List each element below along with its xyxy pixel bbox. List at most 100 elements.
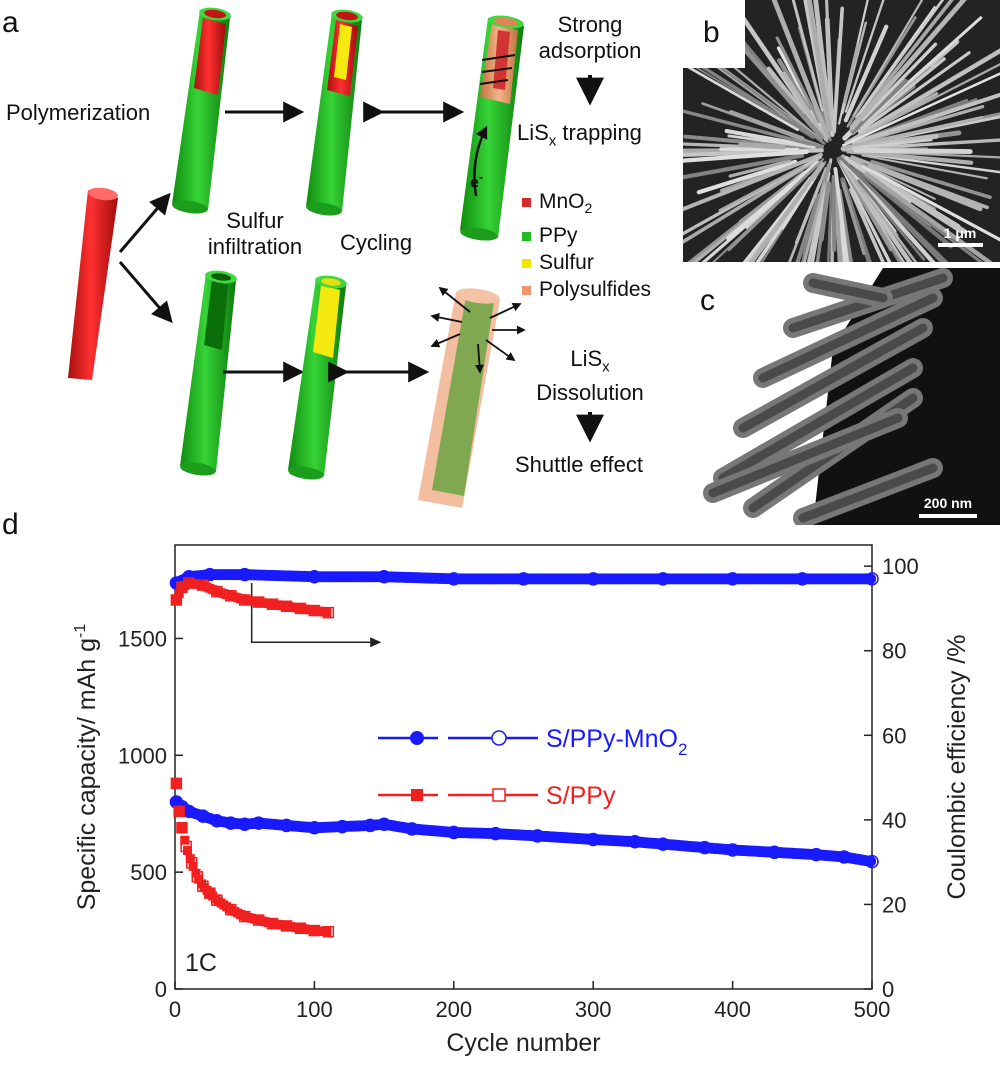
data-point-open [335, 819, 350, 834]
tem-rod-core [758, 293, 938, 383]
panel-label-c: c [700, 284, 715, 317]
data-point-open [266, 917, 279, 930]
data-point-open [173, 805, 185, 818]
tem-rod-core [708, 413, 903, 498]
data-point-open [280, 600, 293, 613]
data-point-open [865, 572, 879, 586]
y-axis-title: Specific capacity/ mAh g-1 [72, 624, 101, 911]
x-tick-label: 200 [435, 997, 472, 1022]
data-point [185, 854, 195, 864]
y2-tick-label: 80 [882, 639, 906, 664]
tem-rod-core [738, 323, 928, 433]
data-point-open [447, 572, 461, 586]
data-point-open [377, 569, 391, 584]
data-point-open [280, 920, 293, 932]
sem-rod [852, 0, 924, 117]
tube-top-1 [172, 7, 231, 214]
tube-top-3 [460, 15, 524, 241]
sem-rod [738, 142, 786, 150]
sem-rod [840, 161, 906, 262]
data-point-open [170, 594, 183, 606]
sem-rod [683, 152, 823, 212]
data-point-open [656, 837, 670, 851]
legend-label: S/PPy [546, 782, 616, 810]
data-point-open [251, 816, 266, 830]
sem-rod [781, 180, 814, 230]
panel-label-b: b [703, 16, 720, 49]
label-strong-adsorption: Strong adsorption [530, 12, 650, 64]
sem-rod [850, 155, 989, 210]
sem-rod [853, 166, 953, 249]
sem-rod [861, 154, 988, 180]
branch-arrow-up [118, 192, 171, 253]
panel-label-a: a [2, 6, 19, 39]
data-point-open [203, 567, 217, 582]
sem-rod [848, 181, 892, 262]
y2-tick-label: 0 [882, 977, 894, 1002]
x-tick-label: 0 [169, 997, 181, 1022]
y-tick-label: 1500 [118, 626, 167, 651]
x-tick-label: 500 [854, 997, 891, 1022]
legend-item: Polysulfides [522, 276, 651, 303]
mno2-rod [68, 187, 118, 380]
data-point-open [176, 822, 188, 834]
sem-image: 1 μm [683, 0, 1000, 262]
data-point-open [183, 577, 195, 589]
data-point-open [488, 826, 503, 841]
sem-rod [683, 62, 799, 132]
data-point-open [252, 596, 265, 608]
data-point-open [363, 818, 377, 833]
data-point-open [767, 845, 782, 860]
sem-rod [848, 157, 936, 200]
tube-bottom-2 [288, 275, 347, 480]
data-point-open [196, 809, 210, 823]
legend-label: Polysulfides [539, 278, 652, 302]
lisx-text-2: LiS [570, 346, 603, 371]
legend-swatch [522, 286, 531, 296]
sem-rod [845, 149, 974, 165]
sem-rod [852, 138, 933, 150]
legend-label: S/PPy-MnO2 [546, 725, 687, 759]
data-point-open [225, 589, 237, 602]
sem-rod [728, 110, 805, 141]
sem-rod [748, 162, 825, 262]
sem-rod [683, 159, 816, 244]
data-point-open [211, 894, 223, 906]
sem-rod [683, 149, 809, 163]
sem-rod [724, 129, 809, 148]
sem-rod [766, 66, 806, 115]
y-tick-label: 1000 [118, 743, 167, 768]
label-sulfur-infiltration: Sulfur infiltration [200, 208, 310, 260]
sem-rod [861, 164, 1000, 242]
schematic-legend: MnO2 PPy Sulfur Polysulfides [522, 188, 651, 303]
y2-tick-label: 100 [882, 554, 919, 579]
trapping-text: trapping [556, 120, 642, 145]
lisx-text: LiS [517, 120, 549, 145]
sem-rod [727, 134, 816, 149]
data-point-open [237, 567, 252, 582]
electron-charge: - [478, 169, 484, 184]
y2-tick-label: 20 [882, 892, 906, 917]
sem-rod [802, 182, 826, 262]
data-point-open [447, 825, 461, 840]
sem-rod [832, 6, 845, 134]
tem-rod-core [718, 363, 918, 483]
ce-axis-indicator-head [370, 637, 382, 648]
data-point-open [238, 910, 251, 923]
sem-rod [848, 187, 885, 262]
chart-legend-item: S/PPy [378, 782, 616, 810]
sem-rod [859, 57, 946, 129]
label-dissolution: Dissolution [536, 380, 644, 406]
legend-swatch [522, 259, 531, 269]
sem-rod [719, 147, 800, 152]
sem-rod [841, 181, 866, 256]
lisx-sub-2: x [602, 358, 610, 376]
label-cycling: Cycling [340, 230, 413, 255]
label-lisx-dissolution: LiSx Dissolution [530, 346, 650, 406]
panel-label-d: d [2, 508, 19, 541]
data-point-open [322, 925, 335, 938]
sem-rod [844, 0, 885, 113]
legend-label-sub: 2 [678, 740, 687, 759]
data-point-open [837, 850, 851, 864]
